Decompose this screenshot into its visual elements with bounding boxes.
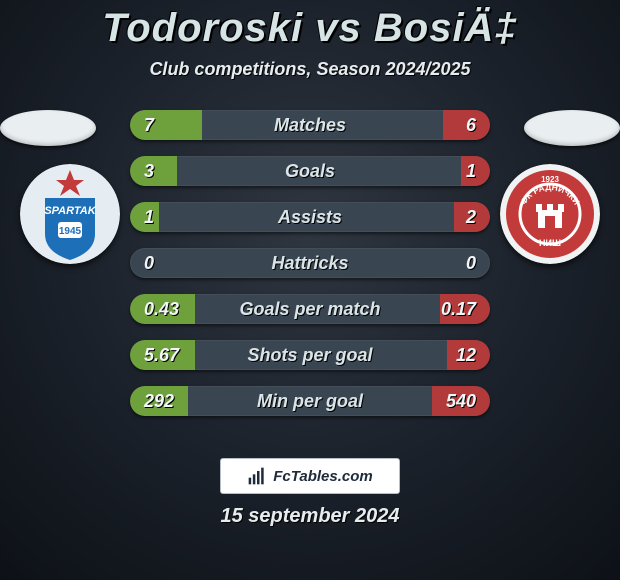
badge-text-bottom: НИШ xyxy=(539,238,561,248)
stat-bar: 00Hattricks xyxy=(130,248,490,278)
stat-bar: 292540Min per goal xyxy=(130,386,490,416)
spartak-badge: SPARTAK 1945 xyxy=(20,164,120,264)
stat-label: Assists xyxy=(130,207,490,228)
content-root: Todoroski vs BosiÄ‡ Club competitions, S… xyxy=(0,0,620,580)
stat-bar: 31Goals xyxy=(130,156,490,186)
stat-bars: 76Matches 31Goals 12Assists 00Hattricks 0.43… xyxy=(130,110,490,416)
stat-label: Shots per goal xyxy=(130,345,490,366)
chart-icon xyxy=(247,466,267,486)
stat-bar: 0.430.17Goals per match xyxy=(130,294,490,324)
stat-bar: 76Matches xyxy=(130,110,490,140)
left-side: SPARTAK 1945 xyxy=(10,110,130,264)
tower-icon xyxy=(536,204,564,228)
footer-date: 15 september 2024 xyxy=(0,505,620,528)
stat-label: Hattricks xyxy=(130,253,490,274)
badge-text: SPARTAK xyxy=(44,205,96,217)
comparison-arena: SPARTAK 1945 76Matches 31Goals 12Assists 00… xyxy=(0,110,620,416)
stat-bar: 12Assists xyxy=(130,202,490,232)
stat-label: Goals per match xyxy=(130,299,490,320)
spartak-badge-svg: SPARTAK 1945 xyxy=(20,164,120,264)
right-side: 1923 ФК РАДНИЧКИ НИШ xyxy=(490,110,610,264)
stat-label: Min per goal xyxy=(130,391,490,412)
badge-year: 1945 xyxy=(59,226,82,237)
brand-text: FcTables.com xyxy=(273,468,372,485)
stat-label: Goals xyxy=(130,161,490,182)
brand-badge[interactable]: FcTables.com xyxy=(220,458,400,494)
page-subtitle: Club competitions, Season 2024/2025 xyxy=(0,59,620,80)
stat-label: Matches xyxy=(130,115,490,136)
stat-bar: 5.6712Shots per goal xyxy=(130,340,490,370)
radnicki-badge: 1923 ФК РАДНИЧКИ НИШ xyxy=(500,164,600,264)
right-flag-placeholder xyxy=(524,110,620,146)
page-title: Todoroski vs BosiÄ‡ xyxy=(0,0,620,51)
radnicki-badge-svg: 1923 ФК РАДНИЧКИ НИШ xyxy=(500,164,600,264)
left-flag-placeholder xyxy=(0,110,96,146)
